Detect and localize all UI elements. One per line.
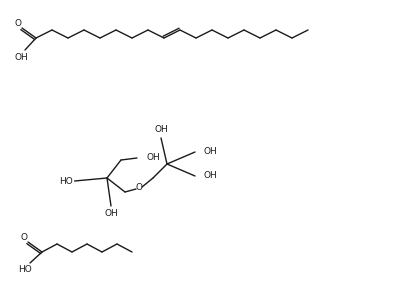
Text: OH: OH bbox=[154, 126, 168, 135]
Text: HO: HO bbox=[18, 266, 32, 274]
Text: HO: HO bbox=[59, 176, 72, 185]
Text: O: O bbox=[20, 233, 28, 242]
Text: OH: OH bbox=[14, 53, 28, 62]
Text: OH: OH bbox=[147, 153, 161, 162]
Text: O: O bbox=[136, 184, 143, 193]
Text: OH: OH bbox=[204, 147, 218, 156]
Text: OH: OH bbox=[204, 172, 218, 181]
Text: OH: OH bbox=[104, 210, 118, 219]
Text: O: O bbox=[15, 19, 22, 28]
